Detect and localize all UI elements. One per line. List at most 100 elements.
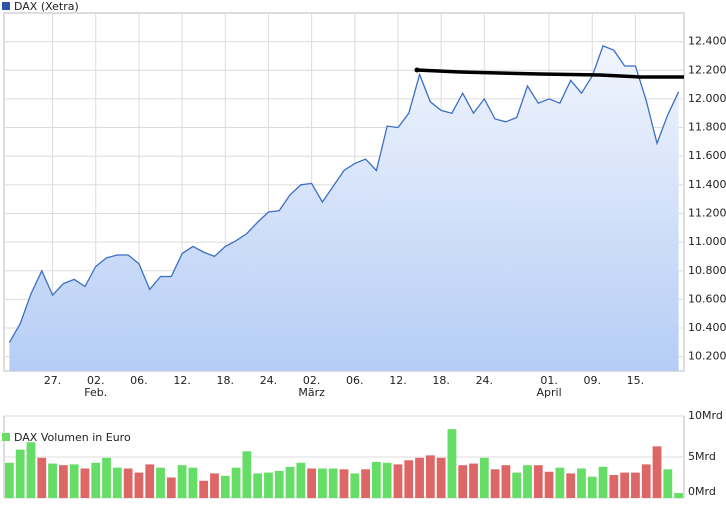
price-line xyxy=(8,45,680,343)
volume-bar xyxy=(26,442,36,498)
volume-bar xyxy=(533,465,543,498)
trend-start xyxy=(414,67,420,73)
volume-bar xyxy=(469,463,478,498)
volume-bar xyxy=(566,473,576,498)
legend-swatch xyxy=(2,2,10,10)
volume-bar xyxy=(328,468,338,498)
volume-bar xyxy=(350,473,360,498)
volume-bar xyxy=(58,465,68,498)
volume-bar xyxy=(5,462,14,498)
volume-bar xyxy=(231,467,241,498)
volume-bar xyxy=(123,468,133,498)
volume-bar xyxy=(253,473,263,498)
volume-bar xyxy=(512,472,522,498)
volume-bar xyxy=(339,469,349,498)
volume-bar xyxy=(69,464,79,498)
x-month-label: April xyxy=(537,386,562,399)
legend-label: DAX (Xetra) xyxy=(14,0,79,13)
x-tick-label: 06. xyxy=(130,374,148,387)
x-tick-label: 02. xyxy=(87,374,105,387)
y-tick-label: 10.200 xyxy=(688,350,726,363)
x-tick-label: 24. xyxy=(476,374,494,387)
y-tick-label: 10Mrd xyxy=(688,409,723,422)
legend-swatch xyxy=(2,433,10,441)
x-tick-label: 18. xyxy=(432,374,450,387)
x-tick-label: 18. xyxy=(217,374,235,387)
x-tick-label: 12. xyxy=(173,374,191,387)
volume-bar xyxy=(48,463,57,498)
volume-bar xyxy=(145,464,155,498)
x-tick-label: 01. xyxy=(540,374,558,387)
volume-bar xyxy=(177,465,187,498)
y-tick-label: 10.600 xyxy=(688,292,726,305)
volume-bar xyxy=(156,467,165,498)
volume-bar xyxy=(425,455,435,498)
volume-bar xyxy=(318,468,327,498)
volume-bar xyxy=(166,477,176,498)
x-month-label: Feb. xyxy=(84,386,107,399)
y-tick-label: 0Mrd xyxy=(688,485,716,498)
x-tick-label: 27. xyxy=(44,374,62,387)
volume-bar xyxy=(393,464,403,498)
volume-bar xyxy=(15,449,25,498)
volume-bar xyxy=(296,462,306,498)
y-tick-label: 11.000 xyxy=(688,235,726,248)
volume-bar xyxy=(264,472,273,498)
volume-bar xyxy=(80,468,90,498)
volume-bar xyxy=(274,470,284,498)
y-tick-label: 5Mrd xyxy=(688,450,716,463)
volume-bar xyxy=(523,465,532,498)
y-tick-label: 11.200 xyxy=(688,206,726,219)
volume-bar xyxy=(609,475,619,498)
volume-bar xyxy=(361,469,370,498)
y-tick-label: 11.400 xyxy=(688,178,726,191)
volume-bar xyxy=(652,446,662,498)
x-tick-label: 15. xyxy=(627,374,645,387)
volume-bar xyxy=(371,461,381,498)
x-tick-label: 24. xyxy=(260,374,278,387)
volume-bar xyxy=(458,465,468,498)
volume-bar xyxy=(577,468,586,498)
volume-bar xyxy=(620,472,630,498)
volume-bar xyxy=(37,457,47,498)
x-tick-label: 02. xyxy=(303,374,321,387)
volume-bar xyxy=(436,457,446,498)
volume-bar xyxy=(587,476,597,498)
volume-bar xyxy=(404,460,414,498)
volume-bar xyxy=(663,469,673,498)
volume-bar xyxy=(479,457,489,498)
trend-line xyxy=(416,68,684,79)
x-tick-label: 06. xyxy=(346,374,364,387)
area-fill xyxy=(9,45,679,372)
x-month-label: März xyxy=(298,386,325,399)
volume-bar xyxy=(188,467,198,498)
volume-bar xyxy=(307,468,317,498)
volume-bar xyxy=(501,465,511,498)
volume-bar xyxy=(555,467,565,498)
y-tick-label: 10.400 xyxy=(688,321,726,334)
y-tick-label: 11.800 xyxy=(688,121,726,134)
volume-bar xyxy=(490,469,500,498)
volume-bar xyxy=(641,464,651,498)
y-tick-label: 12.000 xyxy=(688,92,726,105)
volume-bar xyxy=(285,466,295,498)
x-tick-label: 09. xyxy=(584,374,602,387)
volume-bar xyxy=(544,471,554,498)
volume-bar xyxy=(102,457,111,498)
y-tick-label: 11.600 xyxy=(688,149,726,162)
volume-bar xyxy=(598,466,608,498)
volume-bar xyxy=(674,493,683,498)
volume-bar xyxy=(631,472,640,498)
x-tick-label: 12. xyxy=(389,374,407,387)
volume-bar xyxy=(210,473,219,498)
volume-bar xyxy=(199,480,209,498)
volume-bar xyxy=(415,457,424,498)
volume-bar xyxy=(220,475,230,498)
volume-bar xyxy=(112,467,122,498)
volume-bar xyxy=(91,462,101,498)
volume-bar xyxy=(242,451,252,498)
y-tick-label: 10.800 xyxy=(688,264,726,277)
volume-bar xyxy=(447,429,457,498)
legend-label: DAX Volumen in Euro xyxy=(14,431,131,444)
